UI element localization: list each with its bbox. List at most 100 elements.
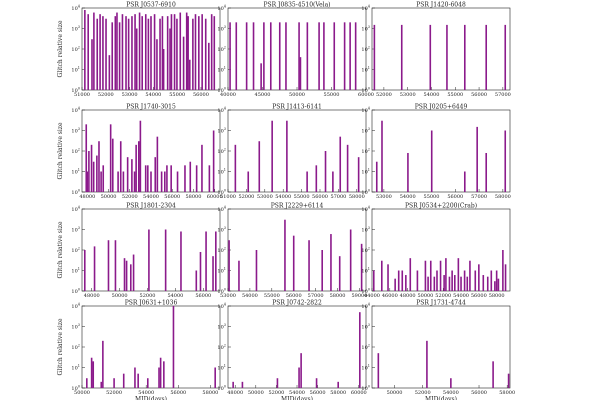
x-tick-label: 46000: [382, 293, 398, 299]
glitch-bar: [504, 24, 507, 90]
x-tick-label: 48000: [79, 194, 95, 200]
glitch-bar: [123, 258, 126, 291]
glitch-bar: [337, 381, 339, 388]
y-tick-label: 104: [71, 107, 80, 115]
glitch-bar: [387, 264, 389, 291]
x-tick-label: 56000: [170, 390, 186, 396]
chart-title: PSR J1420-6048: [416, 2, 466, 9]
glitch-bar: [102, 165, 105, 192]
x-tick-label: 58000: [330, 390, 346, 396]
x-tick-label: 55000: [294, 194, 310, 200]
glitch-bar: [137, 141, 140, 192]
glitch-bar: [339, 136, 342, 192]
x-tick-label: 50000: [248, 390, 264, 396]
glitch-bar: [252, 22, 255, 90]
y-tick-label: 104: [361, 107, 370, 115]
x-tick-label: 45000: [255, 92, 271, 98]
y-tick-label: 102: [217, 46, 226, 54]
glitch-bar: [241, 381, 244, 388]
y-tick-label: 103: [71, 127, 80, 135]
y-tick-label: 102: [361, 247, 370, 255]
glitch-bar: [401, 270, 404, 291]
glitch-bar: [318, 22, 320, 90]
glitch-bar: [228, 240, 230, 291]
y-tick-label: 103: [361, 25, 370, 33]
glitch-bar: [114, 16, 117, 91]
glitch-bar: [260, 63, 262, 90]
y-tick-label: 102: [217, 148, 226, 156]
glitch-bar: [147, 18, 150, 90]
glitch-bar: [201, 14, 203, 91]
glitch-bar: [321, 250, 323, 291]
x-tick-label: 58000: [495, 194, 511, 200]
y-tick-label: 104: [361, 5, 370, 13]
glitch-bar: [195, 165, 198, 192]
glitch-bar: [338, 256, 341, 291]
glitch-bar: [373, 24, 376, 90]
y-tick-label: 100: [361, 288, 370, 296]
glitch-bar: [169, 28, 171, 90]
glitch-bar: [210, 14, 213, 91]
glitch-bar: [172, 306, 175, 388]
y-tick-label: 102: [71, 148, 80, 156]
x-tick-label: 56000: [471, 92, 487, 98]
glitch-bar: [87, 14, 89, 91]
glitch-bar: [144, 165, 147, 192]
x-tick-label: 55000: [324, 92, 340, 98]
x-tick-label: 52000: [122, 194, 138, 200]
y-tick-label: 103: [71, 323, 80, 331]
glitch-bar: [156, 136, 159, 192]
glitch-bar: [164, 229, 167, 291]
glitch-bar: [194, 14, 197, 91]
chart-title: PSR J0537-6910: [126, 2, 176, 9]
x-tick-label: 54000: [145, 92, 161, 98]
x-tick-label: 57000: [495, 92, 511, 98]
glitch-bar: [148, 229, 150, 291]
x-tick-label: 56000: [195, 293, 211, 299]
glitch-bar: [213, 16, 216, 91]
y-tick-label: 101: [361, 364, 370, 372]
glitch-bar: [135, 144, 137, 192]
y-tick-label: 103: [71, 25, 80, 33]
glitch-bar: [315, 165, 318, 192]
glitch-bar: [284, 219, 286, 291]
chart-title: PSR J0742-2822: [272, 300, 322, 307]
glitch-bar: [122, 373, 125, 388]
glitch-bar: [146, 378, 149, 388]
glitch-bar: [504, 130, 507, 192]
glitch-bar: [159, 357, 162, 388]
x-tick-label: 52000: [268, 390, 284, 396]
y-tick-label: 104: [71, 5, 80, 13]
glitch-bar: [192, 18, 194, 90]
y-axis-label: Glitch relative size: [57, 20, 64, 77]
glitch-bar: [495, 270, 498, 291]
chart-title: PSR J0835-4510(Vela): [263, 2, 330, 9]
glitch-bar: [490, 270, 493, 291]
x-tick-label: 50000: [387, 390, 403, 396]
glitch-bar: [134, 367, 136, 388]
plot-frame: [227, 208, 367, 292]
plot-frame: [371, 305, 511, 389]
glitch-bar: [86, 378, 88, 388]
x-tick-label: 50000: [289, 92, 305, 98]
y-tick-label: 103: [361, 226, 370, 234]
glitch-bar: [147, 165, 149, 192]
glitch-bar: [457, 258, 460, 291]
x-tick-label: 54000: [275, 194, 291, 200]
glitch-bar: [245, 22, 248, 90]
glitch-bar: [430, 130, 433, 192]
glitch-bar: [485, 24, 488, 90]
x-tick-label: 58000: [330, 293, 346, 299]
x-tick-label: 50000: [417, 293, 433, 299]
glitch-bar: [298, 22, 300, 90]
y-tick-label: 101: [71, 267, 80, 275]
chart-panel-2: PSR J0835-4510(Vela) 100 101 102 103 104 40000…: [217, 2, 374, 99]
glitch-bar: [166, 165, 168, 192]
glitch-bar: [215, 231, 217, 291]
glitch-bar: [397, 270, 400, 291]
x-tick-label: 57000: [308, 293, 324, 299]
glitch-bar: [92, 161, 95, 192]
glitch-bar: [333, 22, 336, 90]
y-axis-label: Glitch relative size: [57, 221, 64, 278]
glitch-bar: [460, 276, 462, 291]
